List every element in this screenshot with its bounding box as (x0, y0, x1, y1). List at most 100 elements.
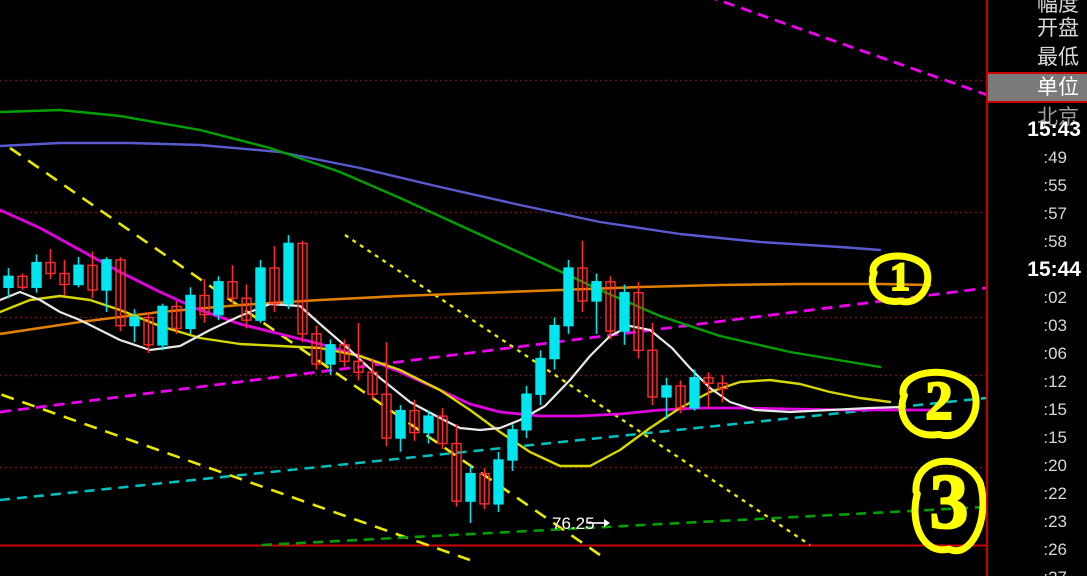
candle-body (31, 261, 42, 288)
candle-body (479, 473, 490, 505)
candle-body (199, 294, 210, 316)
trend-magenta-dash-down (714, 0, 986, 97)
candle-38 (535, 350, 546, 406)
candle-body (283, 242, 294, 305)
candle-body (17, 275, 28, 288)
tick-time-1[interactable]: :49 (1043, 148, 1067, 167)
price-chart[interactable]: 76.25 (0, 0, 986, 576)
candle-12 (171, 300, 182, 334)
candle-body (521, 393, 532, 431)
candle-body (297, 242, 308, 335)
candle-49 (689, 369, 700, 411)
candle-39 (549, 317, 560, 370)
trend-yellow-dotted-2 (344, 234, 811, 546)
candle-7 (101, 257, 112, 312)
candle-16 (227, 265, 238, 304)
candle-body (717, 382, 728, 390)
tick-time-15[interactable]: :26 (1043, 540, 1067, 559)
tick-time-11[interactable]: :15 (1043, 428, 1067, 447)
quote-unit[interactable]: 单位 (988, 72, 1087, 103)
trend-magenta-dash-up (0, 286, 986, 414)
tick-time-list[interactable]: 15:43 :49 :55 :57 :58 15:44 :02 :03 :06 :12 :15 :15… (988, 116, 1087, 576)
candle-30 (423, 410, 434, 444)
tick-time-4[interactable]: :58 (1043, 232, 1067, 251)
tick-time-14[interactable]: :23 (1043, 512, 1067, 531)
price-pointer-arrow (604, 519, 610, 527)
tick-time-10[interactable]: :15 (1043, 400, 1067, 419)
candle-body (633, 292, 644, 352)
trend-yellow-dash-1 (9, 146, 601, 557)
candle-body (619, 292, 630, 332)
candle-body (647, 349, 658, 398)
candle-body (115, 259, 126, 327)
candle-body (143, 316, 154, 346)
trend-yellow-dash-3 (0, 392, 471, 562)
price-label: 76.25 (552, 514, 595, 533)
tick-time-13[interactable]: :22 (1043, 484, 1067, 503)
candle-40 (563, 259, 574, 334)
candle-body (605, 281, 616, 332)
candle-45 (633, 281, 644, 359)
candle-34 (479, 468, 490, 510)
candle-body (255, 267, 266, 321)
candle-body (269, 267, 280, 305)
quote-sidebar[interactable]: 幅度开盘最低单位北京 15:43 :49 :55 :57 :58 15:44 :02 :03:… (986, 0, 1087, 576)
candle-body (213, 281, 224, 316)
candle-4 (59, 259, 70, 296)
candle-19 (269, 246, 280, 312)
candle-body (437, 415, 448, 445)
candle-42 (591, 273, 602, 334)
candle-41 (577, 240, 588, 312)
tick-time-7[interactable]: :03 (1043, 316, 1067, 335)
quote-field-list[interactable]: 幅度开盘最低单位北京 (988, 0, 1087, 132)
candle-body (591, 281, 602, 302)
candle-body (381, 393, 392, 439)
quote-amplitude[interactable]: 幅度 (1037, 0, 1079, 14)
tick-time-8[interactable]: :06 (1043, 344, 1067, 363)
candle-body (311, 333, 322, 365)
candle-35 (493, 451, 504, 513)
tick-time-2[interactable]: :55 (1043, 176, 1067, 195)
tick-time-6[interactable]: :02 (1043, 288, 1067, 307)
candle-10 (143, 311, 154, 354)
candle-body (87, 264, 98, 291)
candle-44 (619, 284, 630, 345)
candle-body (563, 267, 574, 327)
candle-body (549, 324, 560, 360)
candle-body (577, 267, 588, 302)
candle-24 (339, 339, 350, 367)
candle-33 (465, 465, 476, 524)
candle-9 (129, 309, 140, 343)
trend-green-dash-up (261, 505, 986, 547)
candle-15 (213, 276, 224, 321)
tick-time-3[interactable]: :57 (1043, 204, 1067, 223)
candle-body (339, 344, 350, 362)
candle-51 (717, 375, 728, 403)
candle-32 (451, 424, 462, 507)
candle-body (493, 459, 504, 505)
tick-time-16[interactable]: :27 (988, 564, 1087, 576)
candle-body (353, 360, 364, 373)
candle-27 (381, 342, 392, 447)
tick-time-5[interactable]: 15:44 (1027, 258, 1081, 281)
ma-line-blue (0, 141, 882, 252)
candle-43 (605, 276, 616, 340)
candle-47 (661, 377, 672, 419)
quote-low[interactable]: 最低 (1037, 46, 1079, 69)
candle-body (409, 409, 420, 434)
trend-cyan-dash-up (0, 396, 986, 502)
tick-time-9[interactable]: :12 (1043, 372, 1067, 391)
quote-city[interactable]: 北京 (1037, 106, 1079, 129)
candle-5 (73, 257, 84, 288)
candle-body (535, 357, 546, 395)
candle-23 (325, 339, 336, 375)
ma-line-orange (0, 282, 932, 336)
candle-body (171, 305, 182, 330)
candle-31 (437, 407, 448, 450)
candle-18 (255, 259, 266, 323)
tick-time-0[interactable]: 15:43 (1027, 118, 1081, 141)
candle-body (367, 371, 378, 395)
quote-open[interactable]: 开盘 (1037, 17, 1079, 40)
tick-time-12[interactable]: :20 (1043, 456, 1067, 475)
